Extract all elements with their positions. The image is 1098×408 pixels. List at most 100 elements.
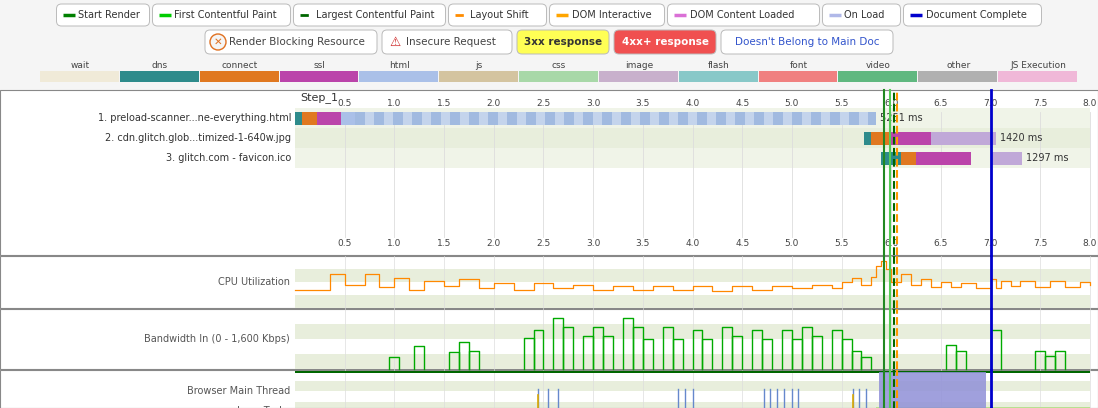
Text: ssl: ssl: [314, 61, 325, 70]
Bar: [876, 407, 1090, 408]
Bar: [696, 111, 707, 124]
Text: 3xx response: 3xx response: [524, 37, 602, 47]
Circle shape: [210, 34, 226, 50]
Text: 1. preload-scanner...ne-everything.html: 1. preload-scanner...ne-everything.html: [98, 113, 291, 123]
Bar: [545, 111, 554, 124]
Bar: [679, 71, 758, 82]
Text: Doesn't Belong to Main Doc: Doesn't Belong to Main Doc: [735, 37, 879, 47]
Text: 7.5: 7.5: [1033, 239, 1047, 248]
Bar: [469, 111, 479, 124]
Bar: [0, 90, 1098, 255]
Text: 7.0: 7.0: [984, 239, 998, 248]
Text: 1.0: 1.0: [388, 100, 402, 109]
Bar: [563, 111, 573, 124]
Text: 1.5: 1.5: [437, 239, 451, 248]
Bar: [430, 111, 440, 124]
FancyBboxPatch shape: [293, 4, 446, 26]
Text: 2.0: 2.0: [486, 100, 501, 109]
Bar: [295, 111, 302, 124]
Text: 6.0: 6.0: [884, 100, 898, 109]
Bar: [872, 131, 889, 144]
Bar: [295, 295, 1090, 308]
Bar: [839, 71, 917, 82]
Text: DOM Content Loaded: DOM Content Loaded: [690, 10, 794, 20]
Text: 8.0: 8.0: [1083, 239, 1097, 248]
Bar: [295, 381, 1090, 391]
Text: other: other: [946, 61, 971, 70]
Text: 4.5: 4.5: [735, 100, 749, 109]
Bar: [295, 108, 1090, 128]
Text: On Load: On Load: [844, 10, 885, 20]
Text: js: js: [475, 61, 483, 70]
Bar: [830, 111, 840, 124]
Bar: [120, 71, 199, 82]
Text: 4.5: 4.5: [735, 239, 749, 248]
Text: ✕: ✕: [214, 37, 223, 47]
Text: dns: dns: [152, 61, 168, 70]
Text: Document Complete: Document Complete: [926, 10, 1027, 20]
Bar: [355, 111, 365, 124]
Text: 6.5: 6.5: [933, 239, 949, 248]
FancyBboxPatch shape: [153, 4, 291, 26]
Bar: [677, 111, 687, 124]
Bar: [506, 111, 517, 124]
FancyBboxPatch shape: [904, 4, 1042, 26]
Bar: [659, 111, 669, 124]
Bar: [916, 151, 971, 164]
Text: Render Blocking Resource: Render Blocking Resource: [229, 37, 365, 47]
Bar: [716, 111, 726, 124]
Bar: [317, 111, 340, 124]
Bar: [526, 111, 536, 124]
Bar: [359, 71, 438, 82]
Text: connect: connect: [222, 61, 258, 70]
Text: 4.0: 4.0: [685, 100, 699, 109]
Bar: [340, 111, 355, 124]
Bar: [295, 354, 1090, 369]
Text: 2.5: 2.5: [536, 239, 550, 248]
Text: 1.5: 1.5: [437, 100, 451, 109]
Bar: [280, 71, 358, 82]
Text: flash: flash: [708, 61, 729, 70]
Text: wait: wait: [70, 61, 89, 70]
Text: 3. glitch.com - favicon.ico: 3. glitch.com - favicon.ico: [166, 153, 291, 163]
Bar: [759, 71, 838, 82]
Text: 1.0: 1.0: [388, 239, 402, 248]
Bar: [901, 151, 916, 164]
Bar: [0, 370, 1098, 408]
Bar: [295, 148, 1090, 168]
Bar: [864, 131, 872, 144]
FancyBboxPatch shape: [382, 30, 512, 54]
Bar: [753, 111, 763, 124]
Text: First Contentful Paint: First Contentful Paint: [175, 10, 277, 20]
Text: 1420 ms: 1420 ms: [999, 133, 1042, 143]
Text: css: css: [552, 61, 567, 70]
Text: 7.0: 7.0: [984, 100, 998, 109]
Text: 5.0: 5.0: [785, 239, 799, 248]
FancyBboxPatch shape: [56, 4, 149, 26]
Bar: [882, 151, 901, 164]
Text: Insecure Request: Insecure Request: [406, 37, 496, 47]
Bar: [640, 111, 650, 124]
Bar: [792, 111, 802, 124]
Bar: [295, 371, 1090, 373]
Text: 5251 ms: 5251 ms: [881, 113, 923, 123]
Text: 5.5: 5.5: [834, 239, 849, 248]
Bar: [598, 71, 677, 82]
Text: JS Execution: JS Execution: [1010, 61, 1066, 70]
Text: 2.0: 2.0: [486, 239, 501, 248]
Text: 0.5: 0.5: [337, 239, 351, 248]
Text: 6.5: 6.5: [933, 100, 949, 109]
Text: CPU Utilization: CPU Utilization: [219, 277, 290, 287]
FancyBboxPatch shape: [822, 4, 900, 26]
Text: image: image: [625, 61, 653, 70]
Text: Start Render: Start Render: [78, 10, 141, 20]
Bar: [488, 111, 497, 124]
Text: 0.5: 0.5: [337, 100, 351, 109]
Text: font: font: [789, 61, 808, 70]
Bar: [295, 401, 1090, 408]
Bar: [735, 111, 744, 124]
Text: 2.5: 2.5: [536, 100, 550, 109]
Bar: [931, 131, 996, 144]
Text: 3.5: 3.5: [636, 100, 650, 109]
Bar: [355, 111, 876, 124]
